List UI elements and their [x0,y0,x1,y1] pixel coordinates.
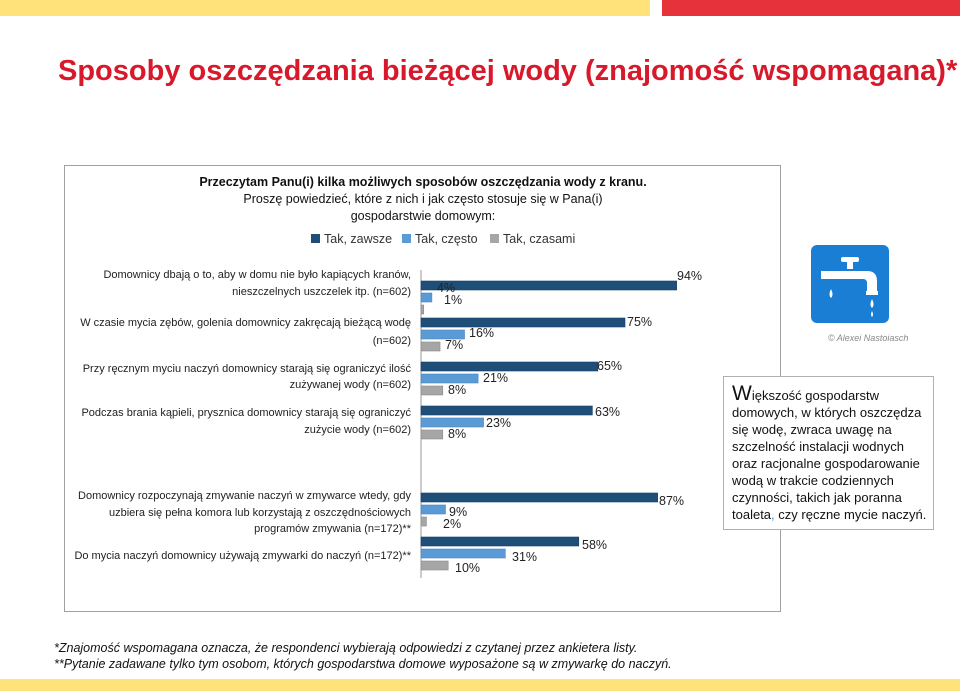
category-label: uzbiera się pełna komora lub korzystają … [109,507,411,519]
data-label: 8% [448,427,466,441]
data-label: 75% [627,315,652,329]
bar-czasami [420,516,427,527]
chart-question-line: gospodarstwie domowym: [351,209,496,223]
bar-czasami [420,560,449,571]
bar-zawsze [420,361,599,372]
water-tap-icon [811,245,889,323]
bar-czasami [420,429,444,440]
chart-question-line: Proszę powiedzieć, które z nich i jak cz… [243,192,602,206]
bar-zawsze [420,492,658,503]
top-decor-bar-yellow [0,0,650,16]
image-credit: © Alexei Nastoiasch [828,333,909,343]
bar-chart: Przeczytam Panu(i) kilka możliwych sposo… [74,175,702,578]
category-label: zużywanej wody (n=602) [290,379,411,391]
data-label: 31% [512,550,537,564]
chart-question-line: Przeczytam Panu(i) kilka możliwych sposo… [199,175,646,189]
legend-label: Tak, często [415,232,478,246]
bar-czasami [420,385,444,396]
category-label: Domownicy rozpoczynają zmywanie naczyń w… [78,490,411,502]
info-summary-box: Większość gospodarstw domowych, w któryc… [723,376,934,530]
bar-czesto [420,417,484,428]
bar-czesto [420,373,479,384]
category-label: Przy ręcznym myciu naczyń domownicy star… [83,363,412,375]
data-label: 8% [448,383,466,397]
category-label: programów zmywania (n=172)** [254,523,412,535]
footnote-2: **Pytanie zadawane tylko tym osobom, któ… [54,657,672,671]
bar-czesto [420,548,506,559]
bar-czasami [420,304,425,315]
data-label: 21% [483,371,508,385]
footnote-1: *Znajomość wspomagana oznacza, że respon… [54,641,638,655]
top-decor-bar-red [662,0,960,16]
data-label: 1% [444,293,462,307]
bar-zawsze [420,405,593,416]
category-label: zużycie wody (n=602) [304,424,411,436]
data-label: 7% [445,338,463,352]
legend-swatch [490,234,499,243]
bar-czesto [420,329,465,340]
category-label: (n=602) [373,335,411,347]
bar-zawsze [420,280,677,291]
bar-zawsze [420,536,580,547]
category-label: Podczas brania kąpieli, prysznica domown… [81,407,411,419]
info-text-part1: iększość gospodarstw domowych, w których… [732,388,922,522]
data-label: 23% [486,416,511,430]
data-label: 9% [449,505,467,519]
bottom-decor-bar [0,679,960,691]
bar-czesto [420,504,446,515]
info-comma: , [771,507,775,522]
data-label: 10% [455,561,480,575]
bar-czasami [420,341,441,352]
category-label: Do mycia naczyń domownicy używają zmywar… [74,550,411,562]
data-label: 16% [469,326,494,340]
page-title: Sposoby oszczędzania bieżącej wody (znaj… [58,55,958,87]
bar-zawsze [420,317,626,328]
info-first-letter: W [732,382,752,405]
bar-czesto [420,292,433,303]
data-label: 2% [443,517,461,531]
category-label: W czasie mycia zębów, golenia domownicy … [80,317,411,329]
legend-label: Tak, zawsze [324,232,392,246]
chart-panel: Przeczytam Panu(i) kilka możliwych sposo… [64,165,781,612]
category-label: nieszczelnych uszczelek itp. (n=602) [232,286,411,298]
data-label: 4% [437,281,455,295]
data-label: 65% [597,359,622,373]
data-label: 63% [595,405,620,419]
legend-swatch [311,234,320,243]
data-label: 58% [582,538,607,552]
category-label: Domownicy dbają o to, aby w domu nie był… [103,269,411,281]
legend-swatch [402,234,411,243]
info-text-part2: czy ręczne mycie naczyń. [774,507,927,522]
data-label: 87% [659,494,684,508]
data-label: 94% [677,269,702,283]
legend-label: Tak, czasami [503,232,575,246]
